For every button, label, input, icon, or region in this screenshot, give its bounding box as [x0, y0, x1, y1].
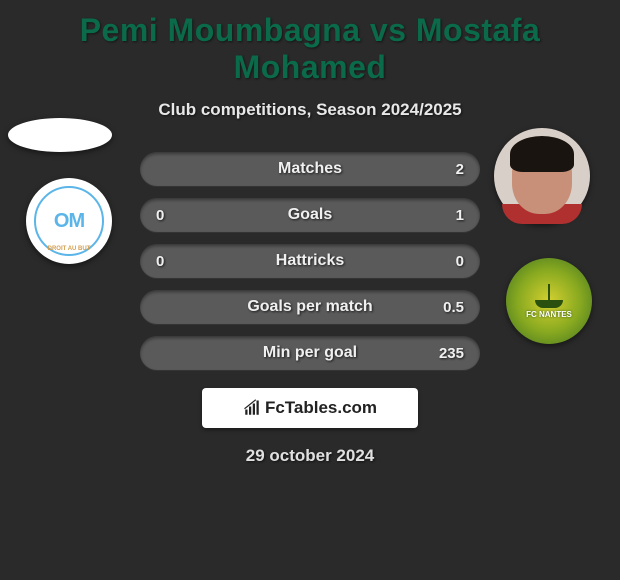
page-subtitle: Club competitions, Season 2024/2025 — [0, 100, 620, 120]
stat-row: Min per goal 235 — [140, 336, 480, 370]
bar-chart-icon — [243, 399, 261, 417]
stat-label: Matches — [278, 160, 342, 178]
stat-row: 0 Goals 1 — [140, 198, 480, 232]
watermark-text: FcTables.com — [265, 398, 377, 418]
stat-right-value: 0.5 — [434, 299, 464, 316]
stat-label: Goals — [288, 206, 332, 224]
stat-label: Min per goal — [263, 344, 357, 362]
stat-left-value: 0 — [156, 207, 186, 224]
stats-list: Matches 2 0 Goals 1 0 Hattricks 0 Goals … — [0, 152, 620, 370]
stat-label: Hattricks — [276, 252, 344, 270]
player-left-avatar-placeholder — [8, 118, 112, 152]
stat-row: 0 Hattricks 0 — [140, 244, 480, 278]
stat-right-value: 235 — [434, 345, 464, 362]
stat-right-value: 0 — [434, 253, 464, 270]
stat-right-value: 1 — [434, 207, 464, 224]
page-title: Pemi Moumbagna vs Mostafa Mohamed — [0, 0, 620, 86]
stat-row: Goals per match 0.5 — [140, 290, 480, 324]
stat-right-value: 2 — [434, 161, 464, 178]
comparison-card: Pemi Moumbagna vs Mostafa Mohamed Club c… — [0, 0, 620, 580]
stat-row: Matches 2 — [140, 152, 480, 186]
watermark-badge: FcTables.com — [202, 388, 418, 428]
stat-label: Goals per match — [247, 298, 372, 316]
stat-left-value: 0 — [156, 253, 186, 270]
date-label: 29 october 2024 — [0, 446, 620, 466]
